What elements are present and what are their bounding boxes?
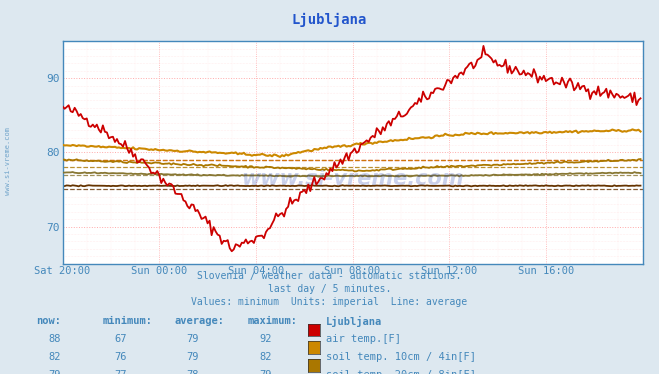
Text: now:: now: (36, 316, 61, 326)
Text: minimum:: minimum: (102, 316, 152, 326)
Text: 82: 82 (48, 352, 61, 362)
Text: Ljubljana: Ljubljana (326, 316, 382, 327)
Text: Slovenia / weather data - automatic stations.: Slovenia / weather data - automatic stat… (197, 271, 462, 281)
Text: average:: average: (175, 316, 225, 326)
Text: 92: 92 (259, 334, 272, 344)
Text: soil temp. 10cm / 4in[F]: soil temp. 10cm / 4in[F] (326, 352, 476, 362)
Text: 76: 76 (114, 352, 127, 362)
Text: air temp.[F]: air temp.[F] (326, 334, 401, 344)
Text: Ljubljana: Ljubljana (292, 13, 367, 27)
Text: 79: 79 (186, 334, 199, 344)
Text: 82: 82 (259, 352, 272, 362)
Text: 67: 67 (114, 334, 127, 344)
Text: 79: 79 (48, 370, 61, 374)
Text: soil temp. 20cm / 8in[F]: soil temp. 20cm / 8in[F] (326, 370, 476, 374)
Text: maximum:: maximum: (247, 316, 297, 326)
Text: 77: 77 (114, 370, 127, 374)
Text: www.si-vreme.com: www.si-vreme.com (241, 169, 464, 189)
Text: 79: 79 (186, 352, 199, 362)
Text: www.si-vreme.com: www.si-vreme.com (5, 127, 11, 195)
Text: 88: 88 (48, 334, 61, 344)
Text: 78: 78 (186, 370, 199, 374)
Text: Values: minimum  Units: imperial  Line: average: Values: minimum Units: imperial Line: av… (191, 297, 468, 307)
Text: last day / 5 minutes.: last day / 5 minutes. (268, 284, 391, 294)
Text: 79: 79 (259, 370, 272, 374)
